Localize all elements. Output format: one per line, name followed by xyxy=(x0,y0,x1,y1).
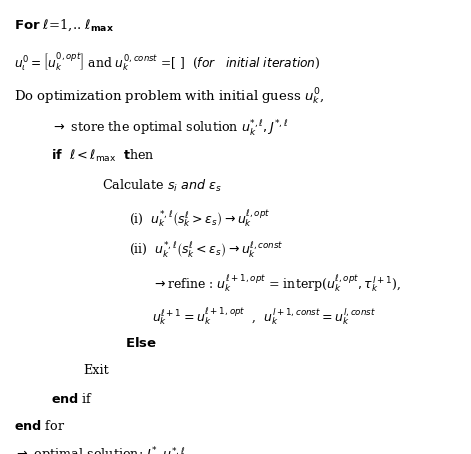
Text: (i)  $u_{k}^{*,\ell}\left(s_{k}^{\ell} > \varepsilon_{s}\right) \rightarrow u_{k: (i) $u_{k}^{*,\ell}\left(s_{k}^{\ell} > … xyxy=(130,207,271,229)
Text: Exit: Exit xyxy=(83,364,109,377)
Text: $\mathbf{Else}$: $\mathbf{Else}$ xyxy=(125,336,157,350)
Text: $\mathbf{if}$  $\ell < \ell_{\mathrm{max}}$  $\mathbf{t}$hen: $\mathbf{if}$ $\ell < \ell_{\mathrm{max}… xyxy=(51,148,154,164)
Text: Calculate $s_{i}$ $\mathit{and}$ $\varepsilon_{s}$: Calculate $s_{i}$ $\mathit{and}$ $\varep… xyxy=(102,178,222,194)
Text: (ii)  $u^{*,\ell}_{k}\left(s_{k}^{\ell} < \varepsilon_{s}\right) \rightarrow u_{: (ii) $u^{*,\ell}_{k}\left(s_{k}^{\ell} <… xyxy=(130,239,284,260)
Text: $\mathbf{end}$ for: $\mathbf{end}$ for xyxy=(14,419,65,433)
Text: $\rightarrow$ optimal solution: $J_{\iota}^{*},u_{\iota}^{*,\ell}$: $\rightarrow$ optimal solution: $J_{\iot… xyxy=(14,446,185,454)
Text: $\rightarrow$refine : $u_{k}^{\ell+1,opt}$ = interp($u_{k}^{\ell,opt},\tau_{k}^{: $\rightarrow$refine : $u_{k}^{\ell+1,opt… xyxy=(153,273,401,295)
Text: $u_{\iota}^{0} = \left[u_{k}^{0,opt}\right]$ and $u_{k}^{0,const}$ =[ ]  ($\math: $u_{\iota}^{0} = \left[u_{k}^{0,opt}\rig… xyxy=(14,51,321,74)
Text: $\mathbf{For}$ $\mathit{\ell}$=1,.. $\ell_{\mathbf{max}}$: $\mathbf{For}$ $\mathit{\ell}$=1,.. $\el… xyxy=(14,18,114,33)
Text: $\mathbf{end}$ if: $\mathbf{end}$ if xyxy=(51,392,93,405)
Text: Do optimization problem with initial guess $u_{k}^{0}$,: Do optimization problem with initial gue… xyxy=(14,87,324,107)
Text: $u_{k}^{\ell+1} = u_{k}^{\ell+1,opt}$  ,  $u_{k}^{l+1,const} = u_{k}^{l,const}$: $u_{k}^{\ell+1} = u_{k}^{\ell+1,opt}$ , … xyxy=(153,305,376,326)
Text: $\rightarrow$ store the optimal solution $u_{k}^{*,\ell},J^{*,\ell}$: $\rightarrow$ store the optimal solution… xyxy=(51,118,288,138)
